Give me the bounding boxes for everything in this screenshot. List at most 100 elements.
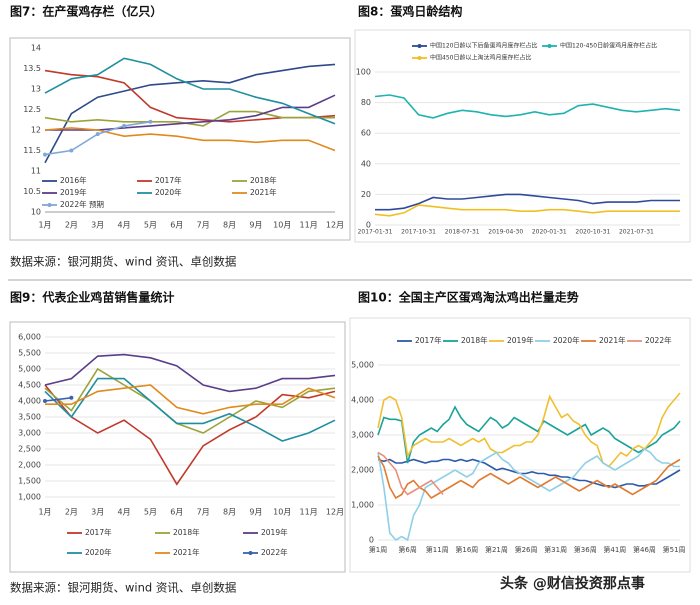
series-line <box>377 447 680 542</box>
y-tick-label: 11 <box>31 167 41 176</box>
y-tick-label: 12.5 <box>23 105 41 114</box>
legend-label: 2016年 <box>60 175 87 185</box>
figure-caption: 图9：代表企业鸡苗销售量统计 <box>10 290 174 305</box>
x-tick-label: 9月 <box>249 221 262 230</box>
y-tick-label: 13 <box>31 85 41 94</box>
source-note: 数据来源：银河期货、wind 资讯、卓创数据 <box>10 255 237 269</box>
x-tick-label: 12月 <box>326 508 344 517</box>
x-tick-label: 2018-07-31 <box>445 229 480 236</box>
point <box>148 119 153 124</box>
y-tick-label: 2,000 <box>18 461 41 470</box>
legend-label: 中国450日龄以上淘汰鸡月度存栏占比 <box>430 54 531 62</box>
y-tick-label: 10 <box>31 208 41 217</box>
legend-label: 2022年 <box>645 335 672 345</box>
legend-label: 2019年 <box>261 527 288 537</box>
series-line <box>44 57 336 125</box>
panel-border <box>9 321 346 573</box>
x-tick-label: 2017-01-31 <box>358 229 393 236</box>
y-tick-label: 4,000 <box>351 396 374 405</box>
series-line <box>44 353 336 393</box>
point <box>69 395 74 400</box>
x-tick-label: 4月 <box>118 508 131 517</box>
x-tick-label: 10月 <box>273 508 291 517</box>
panel-border <box>354 29 691 243</box>
x-tick-label: 第41周 <box>603 545 626 554</box>
series-line <box>375 193 680 211</box>
legend-label: 2020年 <box>155 187 182 197</box>
source-note: 数据来源：银河期货、wind 资讯、卓创数据 <box>10 581 237 595</box>
figure-caption: 图10：全国主产区蛋鸡淘汰鸡出栏量走势 <box>358 290 579 305</box>
y-tick-label: 40 <box>361 159 371 168</box>
legend-label: 2022年 <box>261 547 288 557</box>
y-tick-label: 3,000 <box>18 429 41 438</box>
panel-border <box>349 317 691 573</box>
x-tick-label: 第51周 <box>663 545 686 554</box>
x-tick-label: 12月 <box>326 221 344 230</box>
x-tick-label: 2月 <box>65 221 78 230</box>
point <box>43 399 47 403</box>
y-tick-label: 6,000 <box>18 333 41 342</box>
x-tick-label: 第16周 <box>455 545 478 554</box>
y-tick-label: 80 <box>361 98 371 107</box>
y-tick-label: 11.5 <box>23 146 41 155</box>
series-line <box>377 392 681 468</box>
x-tick-label: 7月 <box>197 508 210 517</box>
y-tick-label: 4,000 <box>18 397 41 406</box>
figure-caption: 图7：在产蛋鸡存栏（亿只） <box>10 4 162 19</box>
series-line <box>44 367 336 434</box>
x-tick-label: 3月 <box>91 508 104 517</box>
series-line <box>44 63 336 164</box>
legend-label: 2021年 <box>599 335 626 345</box>
legend-label: 2017年 <box>155 175 182 185</box>
y-tick-label: 1,000 <box>18 493 41 502</box>
legend-marker <box>417 56 422 60</box>
legend-marker <box>47 203 52 207</box>
point <box>69 148 74 153</box>
x-tick-label: 1月 <box>38 508 51 517</box>
legend-label: 中国120日龄以下后备蛋鸡月度存栏占比 <box>430 42 537 50</box>
x-tick-label: 2020-10-31 <box>575 229 610 236</box>
y-tick-label: 20 <box>361 190 371 199</box>
x-tick-label: 6月 <box>170 221 183 230</box>
series-line <box>377 458 681 489</box>
x-tick-label: 2019-04-30 <box>488 229 523 236</box>
point <box>122 123 127 128</box>
x-tick-label: 5月 <box>144 221 157 230</box>
y-tick-label: 0 <box>366 221 371 230</box>
y-tick-label: 1,000 <box>351 501 374 510</box>
x-tick-label: 2017-10-31 <box>401 229 436 236</box>
x-tick-label: 第6周 <box>398 545 416 554</box>
legend-label: 2019年 <box>60 187 87 197</box>
legend-label: 2019年 <box>507 335 534 345</box>
x-tick-label: 第31周 <box>544 545 567 554</box>
series-line <box>45 384 336 415</box>
x-tick-label: 7月 <box>197 221 210 230</box>
y-tick-label: 4,500 <box>18 381 41 390</box>
legend-label: 2021年 <box>173 547 200 557</box>
x-tick-label: 11月 <box>300 221 318 230</box>
series-line <box>44 69 336 123</box>
legend-label: 2021年 <box>250 187 277 197</box>
y-tick-label: 5,000 <box>351 361 374 370</box>
legend-label: 2017年 <box>415 335 442 345</box>
x-tick-label: 第46周 <box>633 545 656 554</box>
x-tick-label: 1月 <box>38 221 51 230</box>
point <box>95 132 100 137</box>
y-tick-label: 2,500 <box>18 445 41 454</box>
series-line <box>44 110 335 127</box>
watermark: 头条 @财信投资那点事 <box>500 575 645 592</box>
y-tick-label: 100 <box>356 68 371 77</box>
x-tick-label: 8月 <box>223 221 236 230</box>
y-tick-label: 60 <box>361 129 371 138</box>
x-tick-label: 9月 <box>249 508 262 517</box>
y-tick-label: 3,000 <box>351 431 374 440</box>
y-tick-label: 13.5 <box>23 64 41 73</box>
series-line <box>374 94 681 119</box>
x-tick-label: 第11周 <box>426 545 449 554</box>
y-tick-label: 2,000 <box>351 466 374 475</box>
legend-label: 2022年 预期 <box>60 199 104 209</box>
x-tick-label: 8月 <box>223 508 236 517</box>
legend-label: 2020年 <box>553 335 580 345</box>
legend-label: 2020年 <box>85 547 112 557</box>
